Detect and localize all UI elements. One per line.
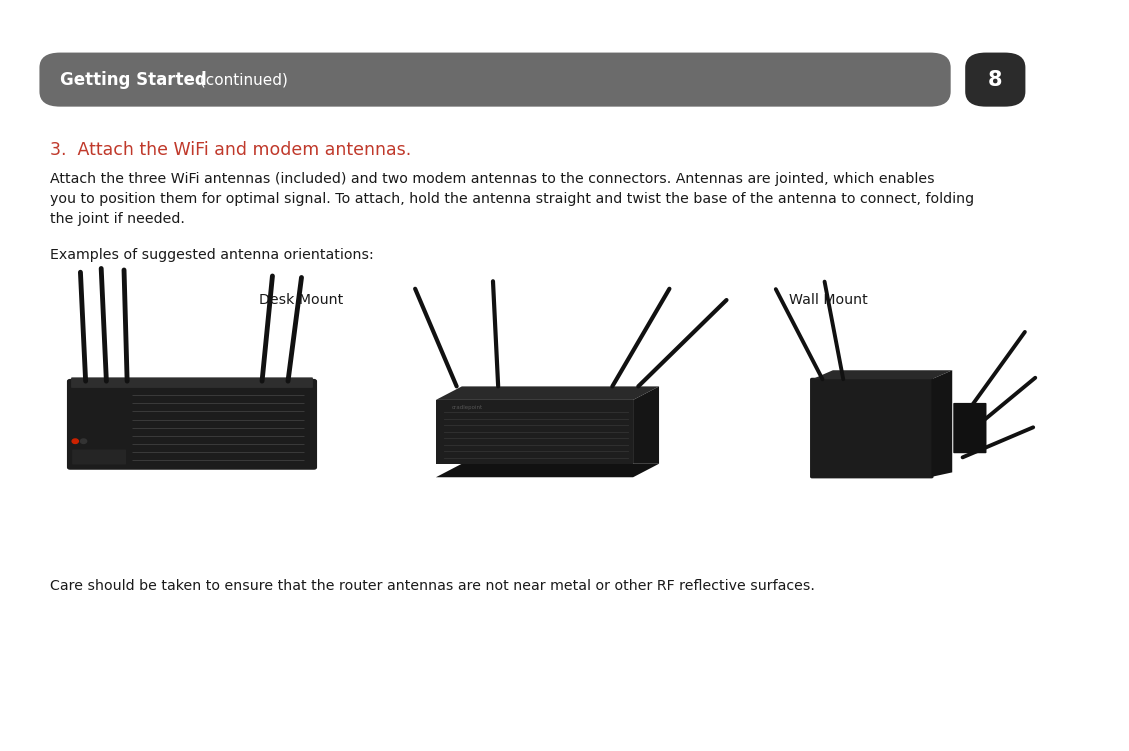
Text: you to position them for optimal signal. To attach, hold the antenna straight an: you to position them for optimal signal.… — [50, 192, 974, 206]
FancyBboxPatch shape — [953, 403, 987, 454]
Polygon shape — [436, 400, 633, 463]
Polygon shape — [812, 370, 952, 379]
FancyBboxPatch shape — [965, 53, 1025, 107]
FancyBboxPatch shape — [809, 378, 934, 478]
Text: cradlepoint: cradlepoint — [452, 405, 482, 410]
Text: Attach the three WiFi antennas (included) and two modem antennas to the connecto: Attach the three WiFi antennas (included… — [50, 172, 935, 185]
Circle shape — [72, 439, 78, 443]
Text: Getting Started: Getting Started — [60, 71, 207, 89]
FancyBboxPatch shape — [71, 377, 313, 388]
Text: Examples of suggested antenna orientations:: Examples of suggested antenna orientatio… — [50, 249, 374, 262]
Text: (continued): (continued) — [195, 72, 288, 87]
Polygon shape — [633, 386, 659, 463]
Text: Care should be taken to ensure that the router antennas are not near metal or ot: Care should be taken to ensure that the … — [50, 579, 815, 593]
Polygon shape — [436, 386, 659, 400]
FancyBboxPatch shape — [67, 379, 317, 470]
Circle shape — [80, 439, 87, 443]
Text: Desk Mount: Desk Mount — [259, 294, 343, 307]
Text: 3.  Attach the WiFi and modem antennas.: 3. Attach the WiFi and modem antennas. — [50, 141, 411, 159]
FancyBboxPatch shape — [72, 449, 126, 464]
FancyBboxPatch shape — [40, 53, 951, 107]
Polygon shape — [931, 370, 952, 477]
Text: Wall Mount: Wall Mount — [789, 294, 867, 307]
Polygon shape — [436, 463, 659, 478]
Text: 8: 8 — [988, 70, 1003, 89]
Text: the joint if needed.: the joint if needed. — [50, 213, 185, 226]
